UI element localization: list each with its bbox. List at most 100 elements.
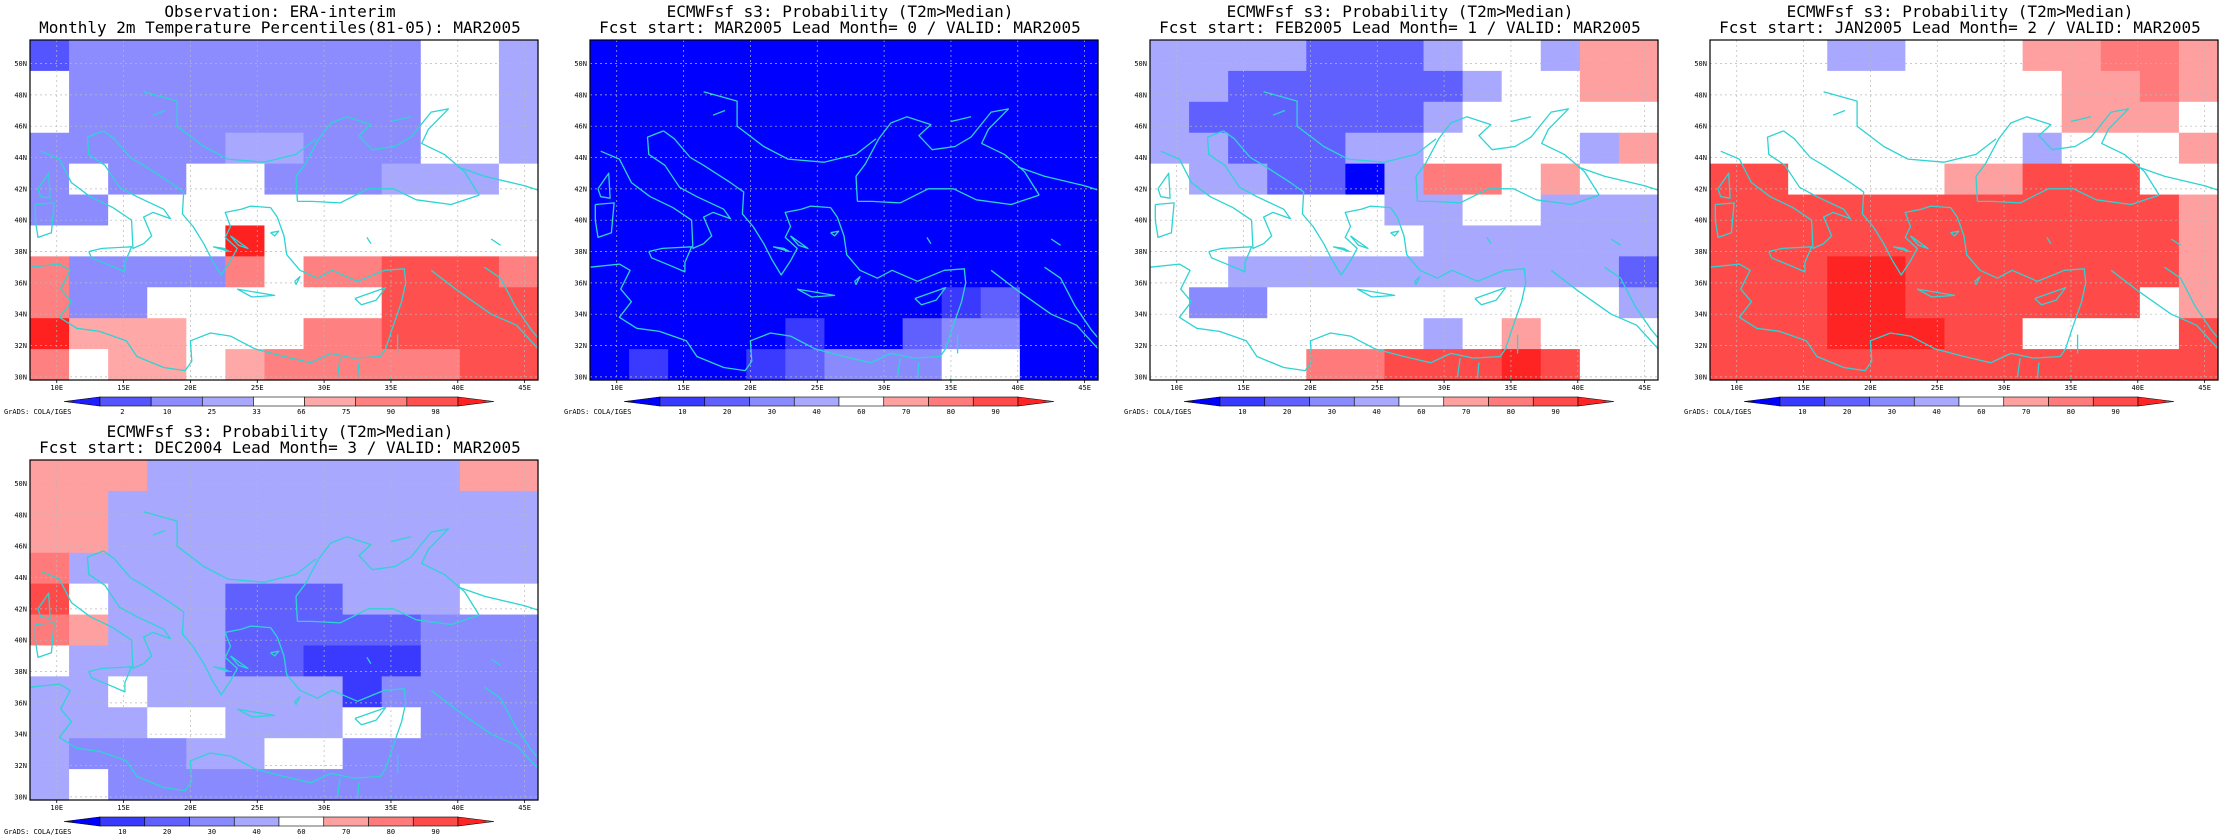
coastline: [336, 778, 341, 797]
lat-tick-label: 34N: [574, 311, 587, 319]
panel-title-line1: ECMWFsf s3: Probability (T2m>Median): [1226, 2, 1574, 21]
grid-cell: [1618, 287, 1659, 319]
grid-cell: [1749, 40, 1789, 72]
coastline: [926, 237, 932, 245]
grid-cell: [980, 287, 1021, 319]
coastline: [1720, 130, 1852, 250]
coastline: [1714, 202, 1735, 239]
grid-cell: [69, 101, 109, 134]
coastline: [366, 657, 372, 665]
grid-cell: [1150, 194, 1190, 227]
grid-cell: [824, 40, 865, 72]
panel-lead2: ECMWFsf s3: Probability (T2m>Median) Fcs…: [1680, 0, 2240, 420]
grid-cell: [264, 163, 305, 196]
grid-cell: [225, 490, 266, 523]
grid-cell: [1228, 318, 1268, 350]
lon-tick-label: 25E: [251, 384, 264, 392]
grid-cell: [1019, 163, 1060, 196]
grid-cell: [2139, 101, 2180, 134]
colorbar-segment: [99, 816, 146, 827]
grid-cell: [186, 70, 226, 103]
grid-cell: [303, 460, 344, 492]
grid-cell: [381, 738, 422, 770]
colorbar-label: 40: [252, 828, 260, 836]
grid-cell: [1345, 225, 1386, 257]
lat-tick-label: 34N: [1694, 311, 1707, 319]
coastline: [712, 109, 726, 116]
grid-cell: [2022, 40, 2063, 72]
grid-cell: [2139, 349, 2180, 381]
lon-tick-label: 40E: [451, 804, 464, 812]
coastline: [1390, 230, 1400, 237]
grid-cell: [1501, 101, 1542, 134]
grid-cell: [303, 521, 344, 554]
lat-tick-label: 40N: [14, 637, 27, 645]
coastline: [1356, 288, 1396, 298]
grid-cell: [2139, 287, 2180, 319]
grid-cell: [1384, 318, 1425, 350]
lat-tick-label: 36N: [574, 279, 587, 287]
grid-cell: [2022, 318, 2063, 350]
colorbar: 10 20 30 40 60 70 80 90: [63, 816, 495, 836]
grid-cell: [459, 70, 500, 103]
colorbar-label: 40: [812, 408, 820, 416]
lon-tick-label: 35E: [945, 384, 958, 392]
coastline: [553, 562, 560, 675]
colorbar-label: 20: [723, 408, 731, 416]
grid-cells: [30, 460, 539, 801]
grid-cell: [941, 349, 982, 381]
colorbar-high-arrow: [1017, 396, 1055, 407]
grid-cell: [1150, 40, 1190, 72]
colorbar-label: 80: [387, 828, 395, 836]
grid-cell: [1905, 318, 1946, 350]
coastline: [1417, 188, 1600, 206]
coastline: [2137, 166, 2218, 191]
grid-cell: [264, 614, 305, 647]
grid-cell: [2061, 318, 2102, 350]
grid-cell: [1905, 40, 1946, 72]
grid-cell: [590, 318, 630, 350]
grid-cell: [590, 132, 630, 165]
grid-cell: [225, 194, 266, 227]
lat-tick-label: 46N: [14, 543, 27, 551]
grid-cell: [1866, 349, 1906, 381]
grid-cell: [1983, 40, 2024, 72]
grid-cell: [590, 349, 630, 381]
lat-tick-label: 40N: [574, 217, 587, 225]
grid-cell: [980, 194, 1021, 227]
coastline: [1956, 216, 2087, 357]
colorbar-segment: [1488, 396, 1534, 407]
grid-cell: [381, 583, 422, 616]
grid-cell: [264, 70, 305, 103]
grid-cell: [69, 490, 109, 523]
grid-cell: [264, 460, 305, 492]
grid-cell: [668, 287, 708, 319]
coastlines: [30, 91, 538, 380]
grid-cell: [303, 645, 344, 677]
colorbar-segment: [150, 396, 203, 407]
grid-cell: [1189, 349, 1229, 381]
grid-cell: [30, 70, 70, 103]
grid-cell: [225, 583, 266, 616]
grid-cell: [459, 40, 500, 72]
lat-tick-label: 50N: [1134, 60, 1147, 68]
grid-cell: [1345, 349, 1386, 381]
colorbar-low-arrow: [63, 396, 101, 407]
grid-cell: [1345, 70, 1386, 103]
colorbar-segment: [1264, 396, 1310, 407]
colorbar-segment: [1913, 396, 1960, 407]
lat-tick-label: 44N: [14, 574, 27, 582]
grid-cell: [2139, 70, 2180, 103]
grid-cell: [1944, 70, 1985, 103]
grid-cell: [2061, 132, 2102, 165]
colorbar-segment: [368, 816, 414, 827]
coastline: [230, 235, 249, 250]
grid-cell: [785, 225, 826, 257]
grid-cell: [1150, 101, 1190, 134]
grid-cell: [1579, 40, 1620, 72]
colorbar-label: 80: [1507, 408, 1515, 416]
grid-cell: [303, 552, 344, 585]
grid-cell: [1189, 70, 1229, 103]
lat-tick-label: 46N: [1134, 123, 1147, 131]
colorbar-segment: [1869, 396, 1915, 407]
